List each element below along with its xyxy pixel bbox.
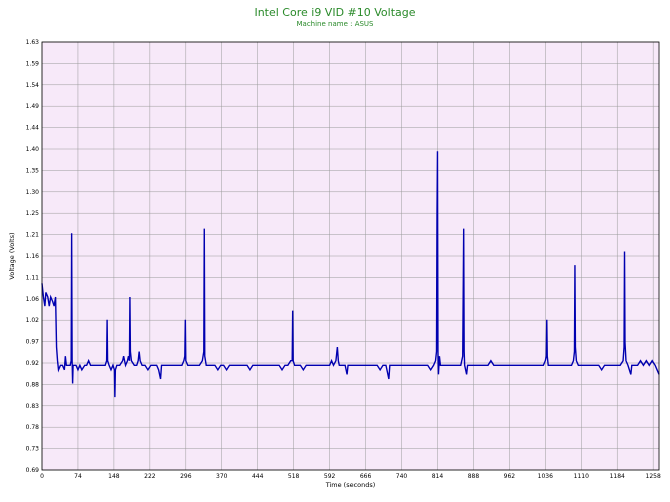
y-axis-label: Voltage (Volts) bbox=[8, 232, 16, 279]
x-tick-label: 1258 bbox=[646, 473, 661, 480]
voltage-series-line bbox=[41, 151, 660, 398]
chart-subtitle: Machine name : ASUS bbox=[296, 20, 374, 28]
x-tick-label: 148 bbox=[108, 473, 120, 480]
grid-lines bbox=[41, 41, 659, 471]
x-tick-label: 1036 bbox=[538, 473, 553, 480]
y-tick-label: 0.88 bbox=[26, 381, 40, 388]
y-tick-label: 1.30 bbox=[26, 189, 40, 196]
y-tick-label: 1.40 bbox=[26, 146, 40, 153]
y-tick-label: 0.78 bbox=[26, 424, 40, 431]
x-tick-label: 0 bbox=[40, 473, 44, 480]
x-tick-label: 518 bbox=[288, 473, 300, 480]
x-tick-label: 296 bbox=[180, 473, 192, 480]
y-tick-label: 1.06 bbox=[26, 296, 40, 303]
x-tick-label: 1110 bbox=[574, 473, 589, 480]
plot-frame bbox=[41, 41, 660, 471]
y-tick-label: 1.11 bbox=[26, 274, 40, 281]
y-tick-label: 1.63 bbox=[26, 39, 40, 46]
y-tick-label: 1.25 bbox=[26, 210, 40, 217]
x-axis-label: Time (seconds) bbox=[325, 481, 376, 489]
x-tick-label: 592 bbox=[324, 473, 336, 480]
x-tick-label: 814 bbox=[432, 473, 444, 480]
y-tick-label: 1.59 bbox=[26, 60, 40, 67]
x-tick-label: 222 bbox=[144, 473, 156, 480]
y-tick-label: 1.02 bbox=[26, 317, 40, 324]
x-tick-label: 444 bbox=[252, 473, 264, 480]
y-tick-label: 1.49 bbox=[26, 103, 40, 110]
x-tick-label: 740 bbox=[396, 473, 408, 480]
x-tick-label: 370 bbox=[216, 473, 228, 480]
y-tick-label: 0.97 bbox=[26, 339, 40, 346]
x-tick-label: 888 bbox=[468, 473, 480, 480]
y-tick-label: 0.83 bbox=[26, 403, 40, 410]
y-tick-label: 0.73 bbox=[26, 446, 40, 453]
y-tick-label: 1.16 bbox=[26, 253, 40, 260]
y-tick-label: 1.44 bbox=[26, 125, 40, 132]
y-tick-label: 1.35 bbox=[26, 167, 40, 174]
x-axis-ticks: 0 74 148 222 296 370 444 518 592 666 740 814 888 962 1… bbox=[40, 473, 661, 480]
x-tick-label: 666 bbox=[360, 473, 372, 480]
y-tick-label: 0.69 bbox=[26, 467, 40, 474]
x-tick-label: 1184 bbox=[610, 473, 625, 480]
y-tick-label: 1.21 bbox=[26, 232, 40, 239]
y-tick-label: 0.92 bbox=[26, 360, 40, 367]
x-tick-label: 962 bbox=[504, 473, 516, 480]
x-tick-label: 74 bbox=[74, 473, 82, 480]
y-axis-ticks: 1.63 1.59 1.54 1.49 1.44 1.40 1.35 1.30 1.25 1.21… bbox=[26, 39, 40, 474]
y-tick-label: 1.54 bbox=[26, 82, 40, 89]
chart-title: Intel Core i9 VID #10 Voltage bbox=[254, 6, 416, 19]
